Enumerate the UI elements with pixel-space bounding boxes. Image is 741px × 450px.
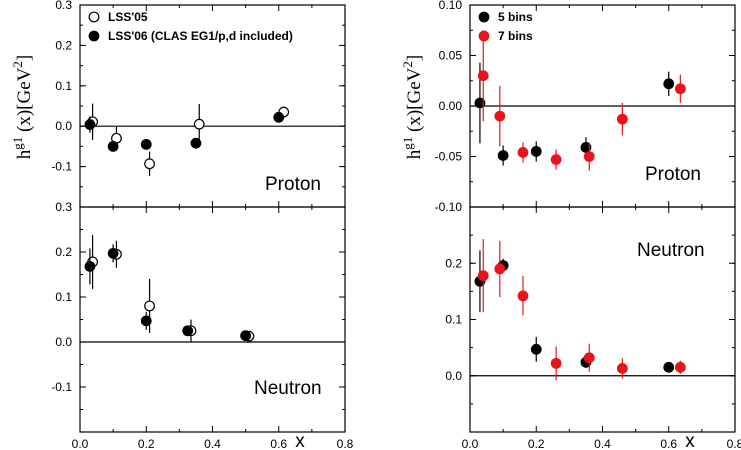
data-point [84,119,96,130]
data-point [190,137,202,149]
x-tick-label: 0.8 [337,437,354,450]
y-axis-label: hg1 (x)[GeV2] [10,55,35,159]
y-tick-label: 0.0 [55,119,72,133]
y-tick-label: 0.00 [439,99,463,113]
y-tick-label: 0.2 [55,38,72,52]
data-point [477,70,489,82]
chart-panel-left-bottom: 0.3 0.2 0.1 0.0 -0.1 0.0 0.2 0.4 0.6 0.8 Neutron x [51,200,353,450]
data-point [474,97,486,109]
data-point [182,325,194,337]
data-point [583,151,595,162]
legend-label: 7 bins [498,29,533,43]
y-tick-label: 0.1 [445,313,462,327]
x-tick-label: 0.8 [727,437,741,450]
y-tick-label: 0.3 [55,0,72,12]
panel-label: Proton [265,174,321,195]
y-tick-label: 0.10 [439,0,463,12]
data-point [550,357,562,369]
x-axis-label: x [295,431,305,450]
data-point [616,113,628,125]
x-axis-label: x [685,431,695,450]
data-point [240,330,252,342]
y-tick-label: 0.1 [55,79,72,93]
y-tick-label: 0.05 [439,49,463,63]
chart-panel-left-top: 0.3 0.2 0.1 0.0 -0.1 Proton hg1 (x)[GeV2] LSS'0… [10,0,346,208]
data-point [140,315,152,327]
data-point [193,118,205,130]
legend-label: LSS'05 [108,10,148,24]
data-point [144,158,155,170]
legend-marker [478,11,490,23]
chart-panel-right-bottom: 0.2 0.1 0.0 0.0 0.2 0.4 0.6 0.8 Neutron x [445,206,741,450]
y-tick-label: -0.1 [51,380,72,394]
data-point [674,83,686,95]
series-5-bins [474,62,675,166]
data-point [140,138,152,150]
y-axis-label: hg1 (x)[GeV2] [400,55,425,159]
data-point [517,290,529,302]
x-tick-label: 0.2 [528,437,545,450]
y-tick-label: -0.05 [435,150,463,164]
data-point [477,270,489,282]
data-point [517,147,529,158]
y-tick-label: 0.0 [445,369,462,383]
data-point [530,343,542,355]
data-point [583,352,595,364]
legend-marker [88,30,100,42]
series-lss-06-clas-eg1-p-d-included- [84,244,252,342]
x-tick-label: 0.4 [594,437,611,450]
series-lss-05 [87,103,290,176]
x-tick-label: 0.0 [72,437,89,450]
data-point [494,110,506,122]
x-tick-label: 0.6 [270,437,287,450]
legend-marker [88,11,100,23]
data-point [616,363,628,374]
data-point [273,111,285,123]
y-tick-label: 0.1 [55,290,72,304]
data-point [580,142,592,153]
series-lss-06-clas-eg1-p-d-included- [84,111,285,152]
y-tick-label: 0.2 [55,245,72,259]
legend-label: LSS'06 (CLAS EG1/p,d included) [108,29,293,43]
data-point [497,150,509,161]
data-point [107,247,119,259]
y-tick-label: -0.1 [51,160,72,174]
data-point [144,300,155,312]
y-tick-label: 0.3 [55,200,72,214]
y-tick-label: -0.10 [435,200,463,214]
legend-marker [478,30,490,42]
data-point [530,146,542,157]
panel-label: Neutron [637,240,705,261]
y-tick-label: 0.0 [55,335,72,349]
panel-label: Neutron [254,378,322,399]
data-point [663,361,675,373]
series-7-bins [477,239,686,381]
panel-label: Proton [645,164,701,185]
data-point [663,78,675,90]
series-7-bins [477,30,686,171]
legend-label: 5 bins [498,10,533,24]
x-tick-label: 0.2 [138,437,155,450]
data-point [84,261,96,272]
data-point [494,263,506,275]
data-point [107,140,119,152]
chart-panel-right-top: 0.10 0.05 0.00 -0.05 -0.10 Proton hg1 (x)[GeV2… [400,0,736,214]
y-tick-label: 0.2 [445,256,462,270]
data-point [550,154,562,165]
x-tick-label: 0.6 [660,437,677,450]
data-point [674,361,686,373]
x-tick-label: 0.4 [204,437,221,450]
x-tick-label: 0.0 [462,437,479,450]
